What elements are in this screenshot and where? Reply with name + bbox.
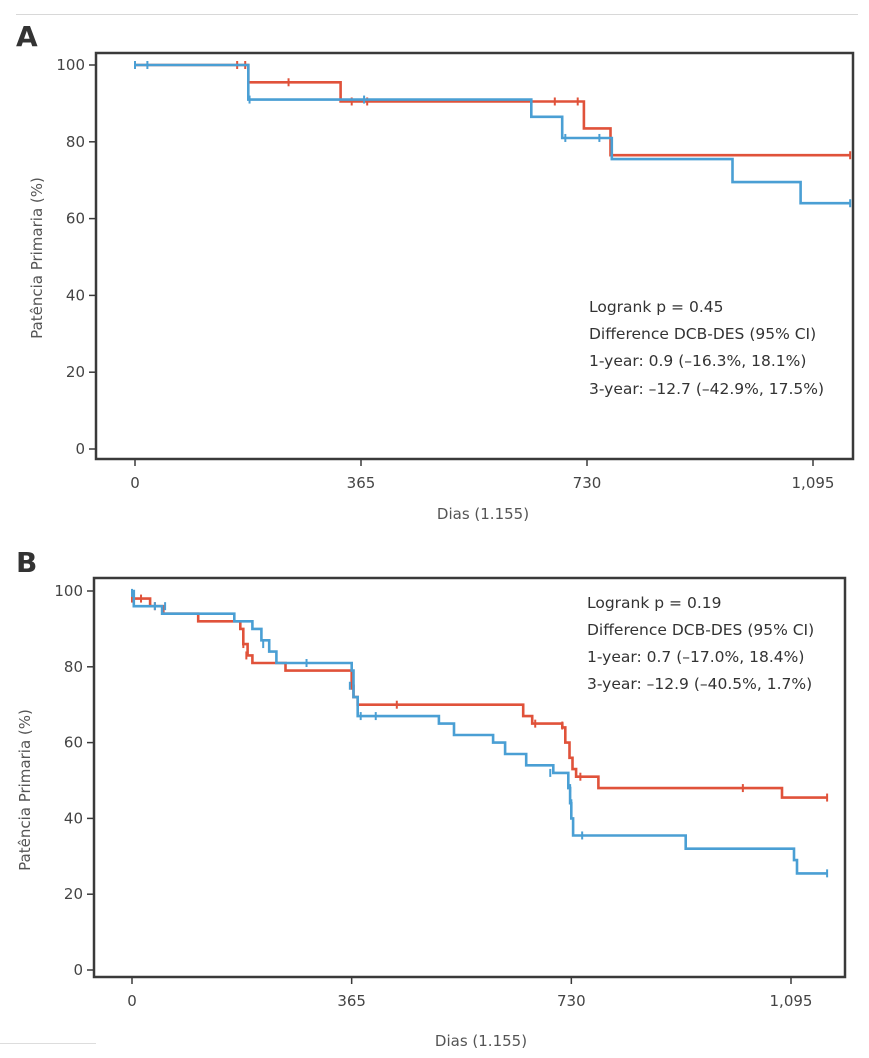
annotation-1year-b: 1-year: 0.7 (–17.0%, 18.4%): [587, 648, 804, 666]
axis-ticks-b: 0 20 40 60 80 100 0 365 730 1,095: [54, 582, 812, 1010]
x-axis-label-b: Dias (1.155): [435, 1032, 527, 1050]
annotation-logrank-b: Logrank p = 0.19: [587, 594, 721, 612]
y-tick-label-a-60: 60: [66, 210, 85, 228]
x-tick-label-b-1095: 1,095: [770, 992, 813, 1010]
x-tick-label-a-730: 730: [573, 474, 602, 492]
y-tick-label-a-20: 20: [66, 363, 85, 381]
y-tick-label-b-20: 20: [64, 885, 83, 903]
y-tick-label-b-40: 40: [64, 809, 83, 827]
panel-letter-a: A: [16, 20, 38, 53]
y-tick-label-b-60: 60: [64, 734, 83, 752]
y-tick-label-a-0: 0: [75, 440, 85, 458]
y-axis-label-b: Patência Primaria (%): [16, 709, 34, 871]
series-group-b: [131, 588, 829, 878]
bottom-divider: [0, 1043, 96, 1044]
y-tick-label-b-100: 100: [54, 582, 83, 600]
y-axis-label-a: Patência Primaria (%): [28, 177, 46, 339]
km-curve-a-blue: [135, 63, 851, 205]
x-axis-label-a: Dias (1.155): [437, 505, 529, 523]
annotation-1year-a: 1-year: 0.9 (–16.3%, 18.1%): [589, 352, 806, 370]
x-tick-label-a-0: 0: [130, 474, 140, 492]
x-tick-label-b-365: 365: [337, 992, 366, 1010]
plot-frame-b: [92, 576, 847, 979]
annotation-difference-a: Difference DCB-DES (95% CI): [589, 325, 816, 343]
x-tick-label-a-1095: 1,095: [792, 474, 835, 492]
annotation-3year-a: 3-year: –12.7 (–42.9%, 17.5%): [589, 380, 824, 398]
y-tick-label-b-0: 0: [73, 961, 83, 979]
axis-ticks-a: 0 20 40 60 80 100 0 365 730 1,095: [56, 56, 834, 492]
plot-frame-a: [94, 51, 855, 461]
annotation-logrank-a: Logrank p = 0.45: [589, 298, 723, 316]
series-group-a: [134, 61, 852, 208]
annotation-3year-b: 3-year: –12.9 (–40.5%, 1.7%): [587, 675, 812, 693]
panel-letter-b: B: [16, 546, 37, 579]
y-tick-label-a-80: 80: [66, 133, 85, 151]
km-curve-a-red: [135, 63, 851, 157]
top-divider: [16, 14, 858, 15]
x-tick-label-b-0: 0: [127, 992, 137, 1010]
y-tick-label-b-80: 80: [64, 658, 83, 676]
annotation-difference-b: Difference DCB-DES (95% CI): [587, 621, 814, 639]
km-curve-b-blue: [132, 589, 828, 875]
y-tick-label-a-40: 40: [66, 286, 85, 304]
y-tick-label-a-100: 100: [56, 56, 85, 74]
x-tick-label-b-730: 730: [557, 992, 586, 1010]
x-tick-label-a-365: 365: [347, 474, 376, 492]
